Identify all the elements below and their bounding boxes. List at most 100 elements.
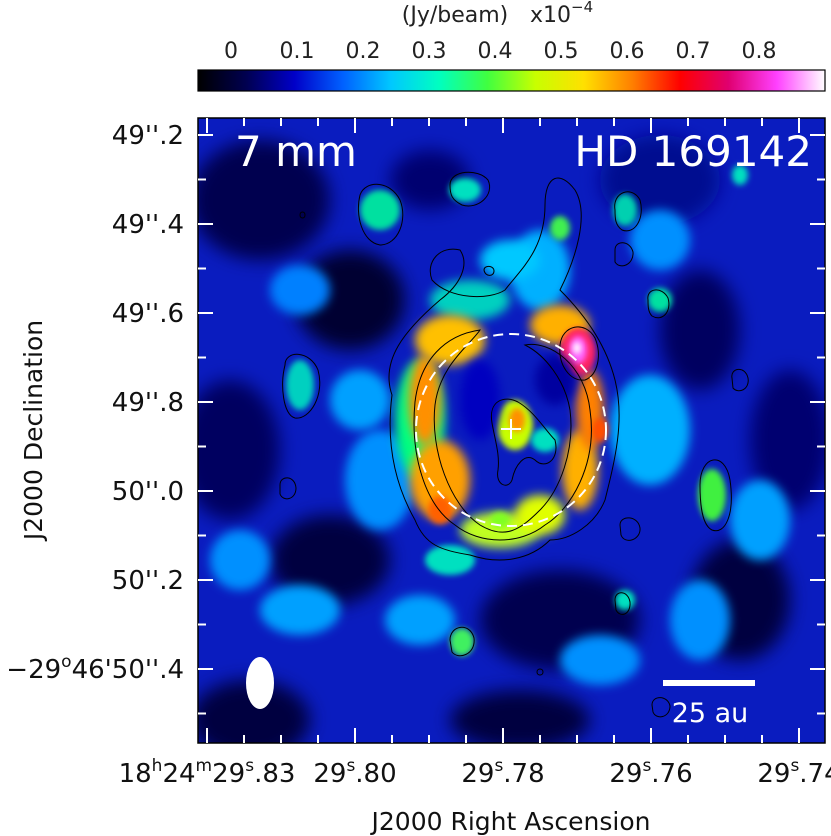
y-tick-label: 49''.2 xyxy=(112,121,184,151)
y-tick-label: −29o46'50''.4 xyxy=(6,652,184,685)
emission-lump xyxy=(330,370,390,430)
wavelength-label: 7 mm xyxy=(235,127,357,176)
x-tick-label: 18h24m29s.83 xyxy=(119,756,296,789)
emission-lump xyxy=(425,545,475,575)
x-tick-label: 29s.74 xyxy=(757,756,831,789)
north-blob2-contour xyxy=(449,171,491,207)
emission-lump xyxy=(415,315,485,365)
se-low-contour xyxy=(651,697,671,718)
tiny-contour-c xyxy=(536,668,544,676)
emission-lump xyxy=(450,690,590,743)
emission-lump xyxy=(531,428,559,452)
emission-lump xyxy=(610,375,690,485)
emission-lump xyxy=(660,270,740,390)
tiny-contour-b xyxy=(483,265,495,276)
y-tick-label: 50''.2 xyxy=(112,566,184,596)
emission-lump xyxy=(270,265,330,315)
ne-blob-contour xyxy=(614,191,642,232)
scale-bar xyxy=(663,680,755,686)
y-tick-label: 49''.4 xyxy=(112,210,184,240)
colorbar-tick-label: 0.1 xyxy=(280,39,315,64)
emission-lump xyxy=(345,430,415,530)
colorbar-scale-exponent: −4 xyxy=(571,0,593,16)
beam-ellipse xyxy=(246,657,274,709)
south-blob2-contour xyxy=(614,592,631,615)
emission-lump xyxy=(270,515,390,605)
emission-lump xyxy=(410,440,470,520)
emission-lump xyxy=(615,590,635,610)
x-tick-labels: 18h24m29s.83 29s.80 29s.78 29s.76 29s.74 xyxy=(119,756,831,789)
scale-bar-label: 25 au xyxy=(672,698,749,729)
emission-lump xyxy=(480,240,540,280)
colorbar-tick-label: 0.8 xyxy=(742,39,777,64)
emission-lump xyxy=(573,342,581,354)
colorbar-tick-label: 0.7 xyxy=(676,39,711,64)
colorbar-tick-label: 0.4 xyxy=(478,39,513,64)
central-core-contour xyxy=(490,398,557,486)
target-label: HD 169142 xyxy=(574,127,812,176)
emission-lump xyxy=(730,480,790,560)
emission-lump xyxy=(592,418,608,442)
emission-lump xyxy=(430,280,510,320)
west-blob-contour xyxy=(282,353,321,419)
emission-lump xyxy=(613,194,637,226)
colorbar-scale-base: x10 xyxy=(530,3,571,28)
emission-lump xyxy=(698,469,726,521)
emission-lump xyxy=(648,288,672,312)
colorbar-scale-label: x10−4 xyxy=(530,0,593,28)
emission-lump xyxy=(260,585,340,635)
x-axis-label: J2000 Right Ascension xyxy=(370,807,651,836)
frame-ticks xyxy=(198,118,825,743)
emission-lump xyxy=(460,360,500,440)
ne-blob2-contour xyxy=(614,242,634,267)
colorbar-tick-label: 0.2 xyxy=(346,39,381,64)
sw-blob-contour xyxy=(279,477,297,500)
emission-lump xyxy=(198,680,310,743)
emission-lump xyxy=(562,430,598,510)
north-blob-contour xyxy=(357,183,404,246)
y-tick-label: 49''.8 xyxy=(112,388,184,418)
e-blob-contour xyxy=(647,289,670,319)
outer-ring-contour xyxy=(388,177,620,561)
contours xyxy=(279,171,749,718)
colorbar-tick-labels: 0 0.1 0.2 0.3 0.4 0.5 0.6 0.7 0.8 xyxy=(224,39,777,64)
emission-lump xyxy=(450,628,474,656)
emission-lump xyxy=(509,408,525,432)
emission-lump xyxy=(750,370,825,510)
emission-lump xyxy=(670,580,730,660)
se-blob-contour xyxy=(619,517,641,541)
emission-lump xyxy=(550,216,570,240)
y-tick-label: 49''.6 xyxy=(112,299,184,329)
colorbar-gradient xyxy=(197,69,826,92)
emission-lump xyxy=(198,140,330,260)
colorbar-tick-label: 0.6 xyxy=(610,39,645,64)
x-tick-label: 29s.80 xyxy=(313,756,396,789)
colorbar-tick-label: 0.5 xyxy=(544,39,579,64)
emission-lump xyxy=(360,190,400,230)
ring-fit-ellipse xyxy=(415,333,607,527)
emission-lumps xyxy=(198,135,825,743)
emission-lump xyxy=(210,530,270,590)
south-blob-contour xyxy=(449,626,475,657)
image-frame xyxy=(197,117,826,744)
east-long-contour xyxy=(699,459,732,532)
x-tick-label: 29s.76 xyxy=(609,756,692,789)
east-blob-contour xyxy=(731,368,749,392)
emission-lump xyxy=(390,150,470,210)
colorbar-unit-label: (Jy/beam) xyxy=(402,3,509,28)
tiny-contour-a xyxy=(299,211,306,219)
emission-lump xyxy=(286,360,314,410)
y-tick-labels: 49''.2 49''.4 49''.6 49''.8 50''.0 50''.2 −29o… xyxy=(6,121,184,685)
emission-lump xyxy=(198,380,280,520)
emission-lump xyxy=(385,595,455,645)
emission-lump xyxy=(560,635,640,685)
inner-ring-contour xyxy=(413,329,592,541)
emission-lump xyxy=(732,165,748,185)
emission-lump xyxy=(449,178,481,202)
y-axis-label: J2000 Declination xyxy=(19,320,48,542)
colorbar-tick-label: 0 xyxy=(224,39,238,64)
colorbar-tick-label: 0.3 xyxy=(412,39,447,64)
image-panel: 25 au 7 mm HD 169142 xyxy=(197,117,826,744)
x-tick-label: 29s.78 xyxy=(461,756,544,789)
